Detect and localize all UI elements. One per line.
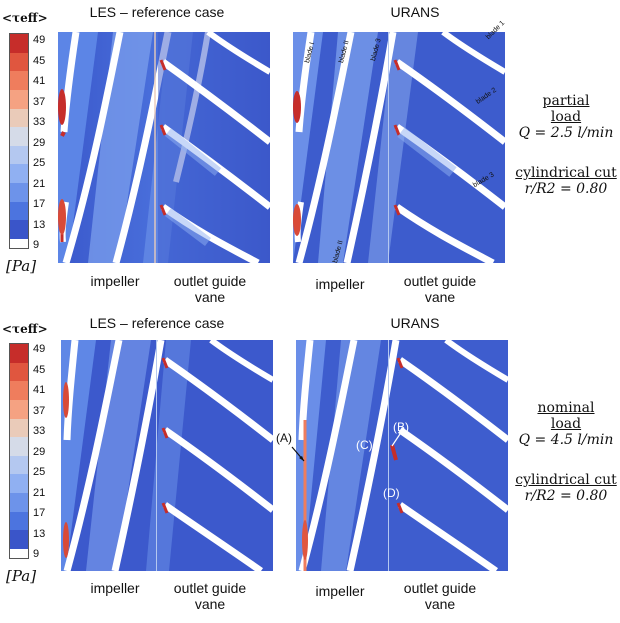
colorbar-bottom [9, 343, 29, 559]
colorbar-segment [10, 145, 28, 165]
colorbar-tick-label: 29 [33, 136, 46, 149]
annotation-a-arrow [291, 446, 305, 462]
colorbar-top [9, 33, 29, 249]
colorbar-tick-label: 9 [33, 239, 40, 251]
top-right-impeller-label: impeller [315, 276, 365, 292]
top-left-title: LES – reference case [89, 4, 225, 20]
colorbar-tick-label: 33 [33, 116, 46, 128]
colorbar-unit-bottom: [Pa] [6, 567, 37, 585]
colorbar-segment [10, 164, 28, 183]
bottom-side-info: nominal load Q = 4.5 l/min cylindrical c… [515, 400, 617, 504]
colorbar-title-bottom: <τeff> [2, 322, 48, 336]
colorbar-tick-label: 21 [33, 486, 46, 499]
colorbar-tick-label: 45 [33, 363, 46, 376]
colorbar-segment [10, 34, 28, 53]
colorbar-tick-label: 13 [33, 527, 46, 540]
colorbar-segment [10, 530, 28, 549]
bottom-left-impeller-label: impeller [90, 580, 140, 596]
colorbar-segment [10, 220, 28, 239]
top-right-ogv-label: outlet guide vane [403, 273, 477, 305]
bottom-left-title: LES – reference case [89, 315, 225, 331]
bottom-right-ogv-label: outlet guide vane [403, 580, 477, 612]
top-left-ogv-label: outlet guide vane [173, 273, 247, 305]
colorbar-tick-label: 17 [33, 198, 46, 210]
annotation-b-arrow [391, 433, 401, 447]
colorbar-segment [10, 418, 28, 438]
field-bottom-les [61, 340, 273, 571]
colorbar-segment [10, 511, 28, 531]
colorbar-tick-label: 29 [33, 445, 46, 458]
colorbar-title-top: <τeff> [2, 11, 48, 25]
colorbar-tick-label: 49 [33, 34, 46, 46]
colorbar-segment [10, 71, 28, 90]
colorbar-tick-label: 9 [33, 548, 40, 560]
field-bottom-urans [296, 340, 508, 571]
colorbar-segment [10, 362, 28, 382]
colorbar-segment [10, 399, 28, 419]
annotation-b: (B) [393, 420, 409, 434]
colorbar-tick-label: 25 [33, 466, 46, 478]
colorbar-segment [10, 437, 28, 456]
colorbar-tick-label: 17 [33, 507, 46, 519]
top-right-title: URANS [390, 4, 440, 20]
top-left-impeller-label: impeller [90, 273, 140, 289]
bottom-right-impeller-label: impeller [315, 583, 365, 599]
colorbar-tick-label: 33 [33, 425, 46, 437]
colorbar-unit-top: [Pa] [6, 257, 37, 275]
colorbar-segment [10, 127, 28, 146]
colorbar-segment [10, 183, 28, 202]
colorbar-tick-label: 13 [33, 218, 46, 231]
colorbar-segment [10, 89, 28, 109]
colorbar-tick-label: 49 [33, 343, 46, 355]
colorbar-segment [10, 474, 28, 493]
colorbar-tick-label: 37 [33, 404, 46, 417]
colorbar-tick-label: 21 [33, 177, 46, 190]
colorbar-tick-label: 41 [33, 384, 46, 396]
colorbar-tick-label: 37 [33, 95, 46, 108]
colorbar-segment [10, 344, 28, 363]
annotation-a: (A) [276, 431, 292, 445]
colorbar-segment [10, 455, 28, 475]
colorbar-segment [10, 108, 28, 128]
colorbar-segment [10, 52, 28, 72]
colorbar-tick-label: 25 [33, 157, 46, 169]
bottom-right-title: URANS [390, 315, 440, 331]
colorbar-segment [10, 381, 28, 400]
bottom-left-ogv-label: outlet guide vane [173, 580, 247, 612]
colorbar-segment [10, 493, 28, 512]
annotation-c: (C) [356, 438, 373, 452]
top-side-info: partial load Q = 2.5 l/min cylindrical c… [515, 93, 617, 197]
colorbar-tick-label: 41 [33, 75, 46, 87]
field-top-les [58, 32, 270, 263]
colorbar-segment [10, 201, 28, 221]
colorbar-tick-label: 45 [33, 54, 46, 67]
annotation-d: (D) [383, 486, 400, 500]
field-top-urans [293, 32, 505, 263]
